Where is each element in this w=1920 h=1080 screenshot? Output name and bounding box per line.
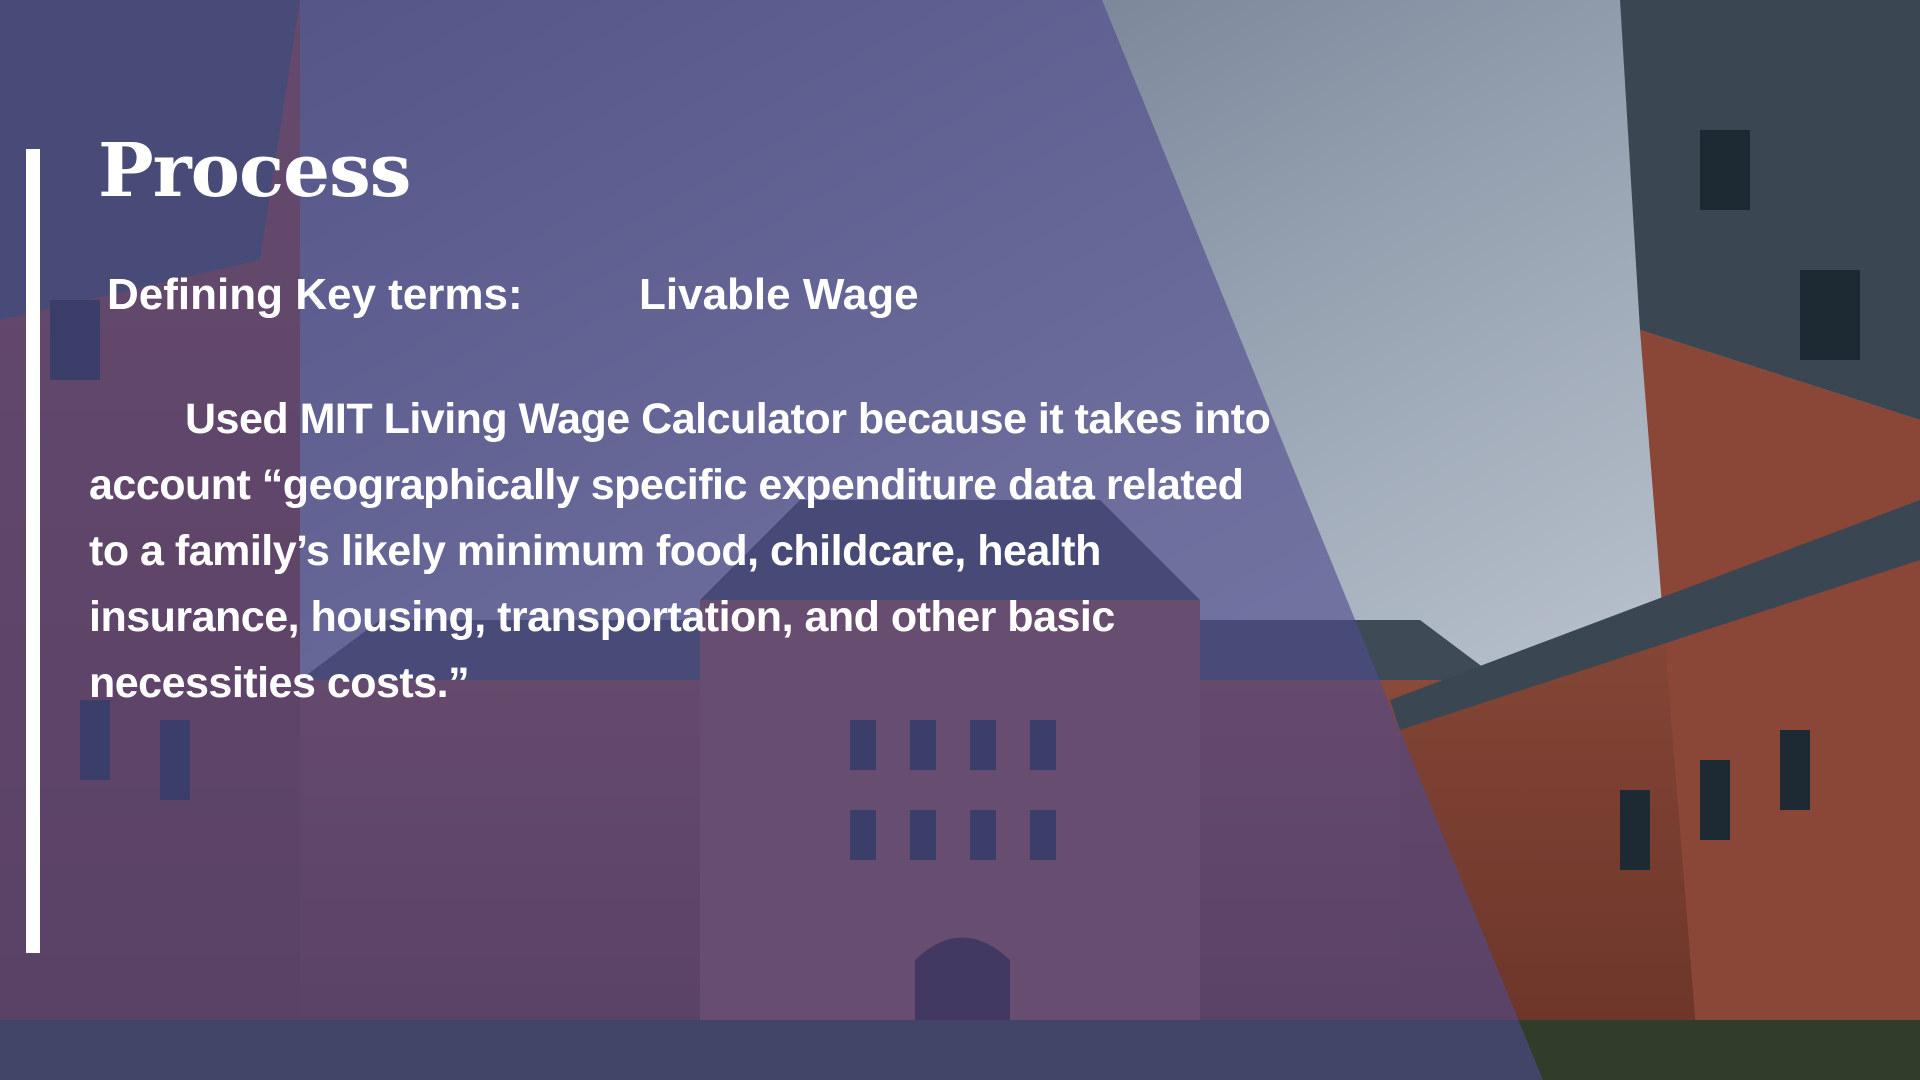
key-term: Livable Wage: [639, 270, 919, 320]
slide: Process Defining Key terms: Livable Wage…: [0, 0, 1920, 1080]
body-text: Used MIT Living Wage Calculator because …: [89, 386, 1289, 716]
slide-title: Process: [98, 128, 410, 214]
accent-bar: [26, 149, 40, 953]
terms-label: Defining Key terms:: [107, 270, 523, 320]
